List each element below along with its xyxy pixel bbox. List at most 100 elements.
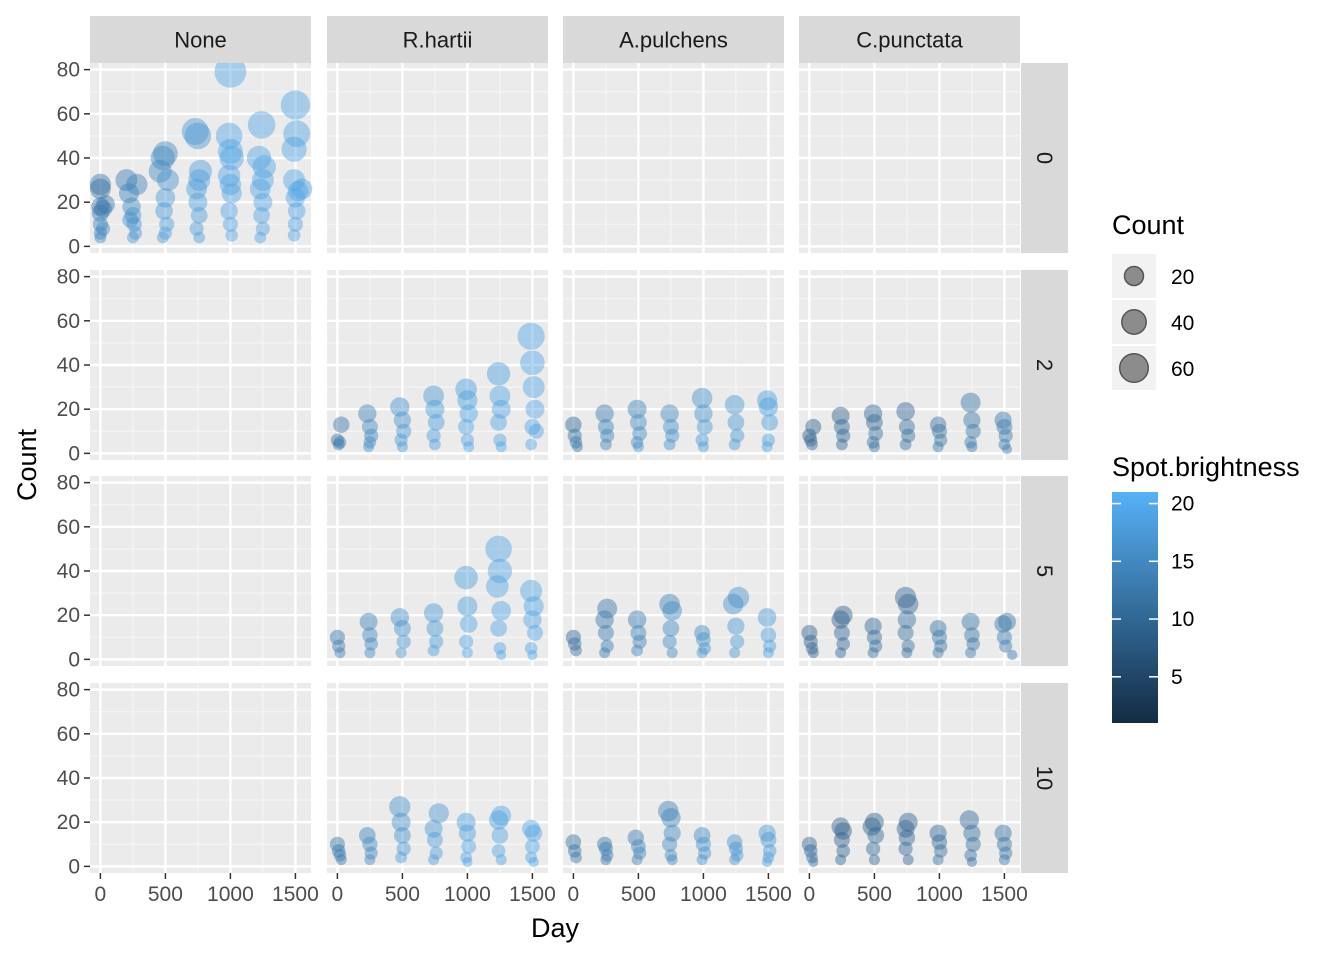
data-point	[597, 598, 618, 619]
data-point	[253, 192, 273, 212]
data-point	[896, 402, 915, 421]
data-point	[364, 428, 379, 443]
data-point	[727, 617, 745, 635]
data-point	[833, 605, 853, 625]
data-point	[459, 634, 474, 649]
panel-r0-c3	[799, 63, 1020, 253]
data-point	[760, 831, 777, 848]
data-point	[525, 851, 537, 864]
strip-background	[563, 16, 784, 63]
data-point	[426, 428, 441, 443]
data-point	[428, 854, 440, 866]
data-point	[428, 803, 449, 824]
data-point	[931, 423, 948, 439]
data-point	[156, 231, 169, 244]
data-point	[698, 642, 711, 655]
data-point	[599, 647, 611, 659]
data-point	[485, 535, 512, 563]
data-point	[868, 854, 880, 866]
data-point	[806, 438, 818, 451]
data-point	[221, 183, 242, 204]
strip-label-col: R.hartii	[403, 28, 473, 53]
data-point	[866, 841, 881, 856]
data-point	[186, 178, 208, 200]
data-point	[427, 644, 440, 657]
panel-r0-c0	[90, 63, 311, 253]
strip-col-3: C.punctata	[799, 16, 1020, 63]
panel-r1-c1	[327, 270, 548, 460]
data-point	[462, 856, 473, 868]
data-point	[486, 362, 511, 386]
x-tick-label: 1500	[745, 883, 792, 906]
data-point	[362, 627, 378, 643]
data-point	[524, 642, 538, 655]
strip-label-row: 5	[1032, 565, 1057, 577]
data-point	[835, 854, 847, 866]
data-point	[126, 231, 139, 244]
data-point	[730, 428, 745, 443]
data-point	[659, 593, 680, 615]
data-point	[525, 399, 545, 419]
x-tick-label: 1500	[981, 883, 1028, 906]
data-point	[567, 637, 582, 651]
data-point	[92, 216, 108, 232]
panel-r3-c0	[90, 683, 311, 873]
strip-col-0: None	[90, 16, 311, 63]
data-point	[597, 836, 613, 852]
data-point	[565, 834, 582, 850]
data-point	[808, 856, 819, 868]
data-point	[833, 624, 850, 641]
legend-color: Spot.brightness 5 10 15 20	[1112, 452, 1300, 723]
data-point	[994, 824, 1012, 842]
data-point	[806, 851, 818, 864]
data-point	[964, 436, 977, 449]
data-point	[424, 819, 443, 838]
data-point	[901, 647, 913, 659]
strip-label-col: C.punctata	[856, 28, 963, 53]
data-point	[929, 824, 947, 842]
data-point	[364, 647, 376, 659]
legend-size-label: 20	[1171, 266, 1194, 289]
data-point	[898, 418, 915, 435]
data-point	[931, 629, 948, 645]
strip-label-col: None	[174, 28, 227, 53]
data-point	[393, 411, 411, 429]
data-point	[128, 226, 143, 240]
data-point	[283, 120, 311, 148]
data-point	[395, 647, 407, 659]
data-point	[283, 169, 306, 192]
data-point	[897, 624, 914, 641]
data-point	[391, 812, 411, 832]
data-point	[148, 159, 172, 183]
data-point	[929, 620, 947, 637]
data-point	[188, 169, 211, 192]
data-point	[525, 438, 537, 451]
data-point	[193, 231, 206, 244]
data-point	[998, 428, 1013, 443]
data-point	[491, 805, 512, 826]
data-point	[94, 231, 107, 244]
data-point	[333, 436, 347, 449]
y-tick-label: 20	[57, 191, 80, 214]
x-tick-label: 500	[148, 883, 183, 906]
data-point	[693, 827, 711, 844]
data-point	[522, 376, 545, 399]
data-point	[217, 164, 241, 187]
data-point	[395, 851, 407, 864]
data-point	[836, 844, 850, 858]
data-point	[691, 387, 713, 409]
data-point	[426, 831, 443, 848]
data-point	[390, 608, 410, 627]
data-point	[632, 634, 647, 649]
data-point	[495, 854, 507, 866]
data-point	[527, 649, 538, 661]
data-point	[429, 846, 443, 860]
data-point	[833, 418, 850, 435]
data-point	[491, 399, 511, 419]
x-tick-label: 500	[385, 883, 420, 906]
data-point	[291, 178, 313, 200]
x-tick-label: 0	[568, 883, 580, 906]
data-point	[96, 195, 115, 214]
data-point	[527, 624, 543, 641]
data-point	[965, 423, 981, 439]
